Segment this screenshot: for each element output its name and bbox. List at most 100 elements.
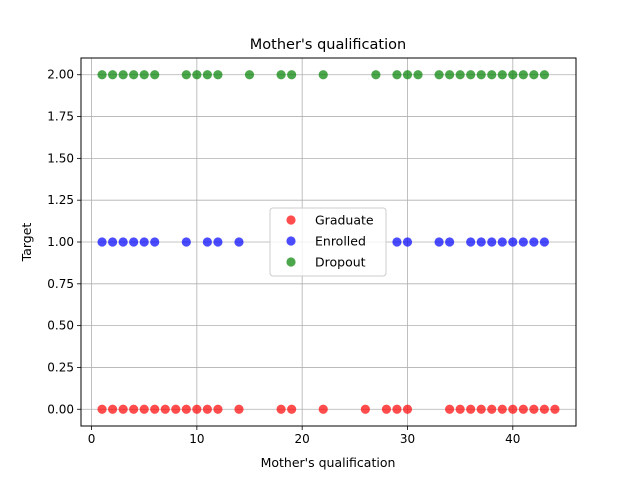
data-point-enrolled <box>466 237 476 247</box>
y-tick-label: 0.75 <box>47 277 74 291</box>
data-point-enrolled <box>129 237 139 247</box>
data-point-dropout <box>476 70 486 80</box>
data-point-dropout <box>107 70 118 80</box>
data-point-dropout <box>97 70 107 80</box>
data-point-dropout <box>518 70 528 80</box>
data-point-dropout <box>529 70 539 80</box>
data-point-graduate <box>487 404 497 414</box>
data-point-graduate <box>276 404 286 414</box>
data-point-graduate <box>150 404 160 414</box>
data-point-enrolled <box>497 237 507 247</box>
legend-box <box>269 207 387 277</box>
x-tick-label: 40 <box>505 432 520 446</box>
series-graduate <box>97 404 560 414</box>
series-enrolled <box>97 237 550 247</box>
data-point-graduate <box>455 404 465 414</box>
data-point-graduate <box>192 404 202 414</box>
legend-marker-dropout <box>286 257 296 267</box>
data-point-graduate <box>518 404 528 414</box>
y-tick-label: 1.25 <box>47 193 74 207</box>
data-point-graduate <box>402 404 413 414</box>
data-point-dropout <box>276 70 286 80</box>
data-point-graduate <box>160 404 170 414</box>
data-point-enrolled <box>97 237 107 247</box>
data-point-graduate <box>234 404 244 414</box>
data-point-graduate <box>497 404 507 414</box>
data-point-dropout <box>150 70 160 80</box>
data-point-dropout <box>287 70 297 80</box>
data-point-graduate <box>118 404 128 414</box>
data-point-enrolled <box>402 237 413 247</box>
data-point-graduate <box>508 404 518 414</box>
data-point-dropout <box>455 70 465 80</box>
legend-label-graduate: Graduate <box>315 213 374 228</box>
data-point-dropout <box>402 70 413 80</box>
legend-marker-graduate <box>286 215 296 225</box>
data-point-dropout <box>445 70 455 80</box>
data-point-dropout <box>497 70 507 80</box>
data-point-graduate <box>202 404 212 414</box>
data-point-graduate <box>171 404 181 414</box>
data-point-dropout <box>244 70 255 80</box>
x-tick-label: 10 <box>189 432 204 446</box>
y-axis-ticks: 0.00 0.25 0.50 0.75 1.00 1.25 1.50 1.75 2.00 <box>47 68 81 416</box>
legend: Graduate Enrolled Dropout <box>269 207 387 277</box>
data-point-dropout <box>487 70 497 80</box>
data-point-enrolled <box>150 237 160 247</box>
data-point-graduate <box>318 404 328 414</box>
data-point-enrolled <box>529 237 539 247</box>
legend-label-dropout: Dropout <box>315 255 366 270</box>
data-point-graduate <box>466 404 476 414</box>
data-point-enrolled <box>213 237 223 247</box>
data-point-graduate <box>107 404 118 414</box>
data-point-dropout <box>181 70 191 80</box>
data-points <box>97 70 560 414</box>
data-point-enrolled <box>202 237 212 247</box>
y-tick-label: 1.75 <box>47 110 74 124</box>
data-point-graduate <box>539 404 550 414</box>
y-tick-label: 0.50 <box>47 319 74 333</box>
data-point-dropout <box>202 70 212 80</box>
data-point-dropout <box>129 70 139 80</box>
data-point-graduate <box>139 404 149 414</box>
data-point-graduate <box>181 404 191 414</box>
data-point-enrolled <box>234 237 244 247</box>
data-point-dropout <box>213 70 223 80</box>
y-tick-label: 0.00 <box>47 402 74 416</box>
data-point-graduate <box>213 404 223 414</box>
data-point-enrolled <box>107 237 118 247</box>
legend-marker-enrolled <box>286 236 296 246</box>
data-point-enrolled <box>392 237 402 247</box>
y-tick-label: 2.00 <box>47 68 74 82</box>
data-point-dropout <box>466 70 476 80</box>
data-point-enrolled <box>508 237 518 247</box>
data-point-enrolled <box>181 237 191 247</box>
chart-title: Mother's qualification <box>250 37 406 53</box>
data-point-dropout <box>392 70 402 80</box>
data-point-graduate <box>476 404 486 414</box>
y-axis-label: Target <box>19 223 34 263</box>
data-point-graduate <box>529 404 539 414</box>
data-point-graduate <box>392 404 402 414</box>
data-point-enrolled <box>445 237 455 247</box>
data-point-enrolled <box>118 237 128 247</box>
data-point-dropout <box>434 70 444 80</box>
data-point-enrolled <box>476 237 486 247</box>
y-tick-label: 0.25 <box>47 360 74 374</box>
data-point-enrolled <box>487 237 497 247</box>
data-point-enrolled <box>518 237 528 247</box>
data-point-dropout <box>118 70 128 80</box>
x-tick-label: 20 <box>295 432 310 446</box>
data-point-graduate <box>129 404 139 414</box>
data-point-dropout <box>371 70 381 80</box>
data-point-dropout <box>508 70 518 80</box>
x-axis-label: Mother's qualification <box>261 455 396 470</box>
data-point-graduate <box>287 404 297 414</box>
data-point-dropout <box>192 70 202 80</box>
x-tick-label: 0 <box>88 432 96 446</box>
data-point-enrolled <box>139 237 149 247</box>
x-axis-ticks: 0 10 20 30 40 <box>88 426 520 446</box>
data-point-graduate <box>360 404 370 414</box>
data-point-graduate <box>550 404 560 414</box>
